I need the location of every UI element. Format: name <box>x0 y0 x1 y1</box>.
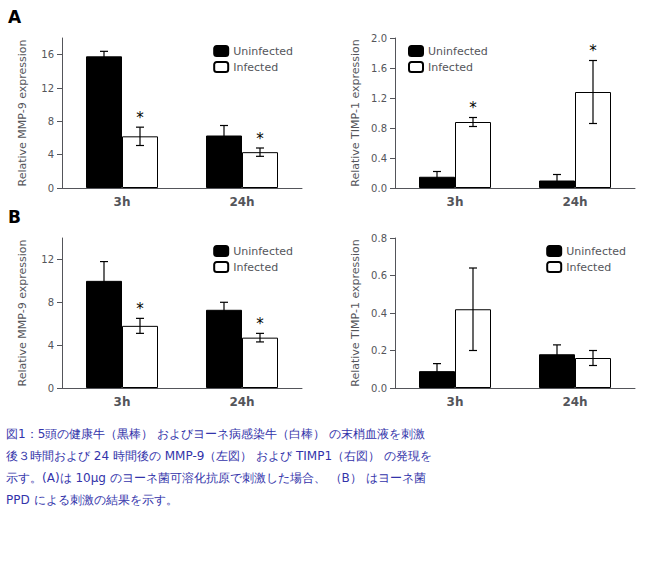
svg-text:0.0: 0.0 <box>371 183 387 194</box>
svg-text:Relative MMP-9 expression: Relative MMP-9 expression <box>16 239 29 386</box>
svg-text:4: 4 <box>48 149 54 160</box>
svg-text:PPD による刺激の結果を示す。: PPD による刺激の結果を示す。 <box>6 493 178 507</box>
svg-text:8: 8 <box>48 297 54 308</box>
svg-text:B: B <box>8 207 21 227</box>
svg-text:4: 4 <box>48 340 54 351</box>
svg-text:0.2: 0.2 <box>371 345 387 356</box>
svg-text:*: * <box>136 300 144 318</box>
svg-text:Uninfected: Uninfected <box>233 45 293 58</box>
svg-text:Infected: Infected <box>233 61 278 74</box>
svg-text:24h: 24h <box>562 195 587 209</box>
svg-text:24h: 24h <box>229 195 254 209</box>
svg-text:0: 0 <box>48 383 54 394</box>
svg-text:図1：5頭の健康牛（黒棒） およびヨーネ病感染牛（白棒） の: 図1：5頭の健康牛（黒棒） およびヨーネ病感染牛（白棒） の末梢血液を刺激 <box>6 427 425 441</box>
svg-text:0.8: 0.8 <box>371 123 387 134</box>
svg-text:0: 0 <box>48 183 54 194</box>
svg-text:Uninfected: Uninfected <box>428 45 488 58</box>
svg-text:3h: 3h <box>114 195 131 209</box>
svg-text:2.0: 2.0 <box>371 33 387 44</box>
svg-text:3h: 3h <box>447 395 464 409</box>
svg-text:0.0: 0.0 <box>371 383 387 394</box>
svg-text:1.2: 1.2 <box>371 93 387 104</box>
svg-text:8: 8 <box>48 116 54 127</box>
svg-text:*: * <box>256 315 264 333</box>
svg-text:*: * <box>136 109 144 127</box>
svg-text:3h: 3h <box>114 395 131 409</box>
svg-text:*: * <box>469 99 477 117</box>
svg-text:Infected: Infected <box>566 261 611 274</box>
svg-text:*: * <box>256 130 264 148</box>
svg-text:Relative MMP-9 expression: Relative MMP-9 expression <box>16 39 29 186</box>
svg-text:Infected: Infected <box>428 61 473 74</box>
svg-text:0.4: 0.4 <box>371 308 387 319</box>
svg-text:0.8: 0.8 <box>371 233 387 244</box>
svg-text:1.6: 1.6 <box>371 63 387 74</box>
svg-text:Infected: Infected <box>233 261 278 274</box>
svg-text:12: 12 <box>41 83 54 94</box>
svg-text:16: 16 <box>41 49 54 60</box>
svg-text:Relative TIMP-1 expression: Relative TIMP-1 expression <box>349 39 362 187</box>
svg-text:0.4: 0.4 <box>371 153 387 164</box>
svg-text:3h: 3h <box>447 195 464 209</box>
svg-text:Relative TIMP-1 expression: Relative TIMP-1 expression <box>349 239 362 387</box>
svg-text:24h: 24h <box>229 395 254 409</box>
svg-text:A: A <box>8 7 22 27</box>
svg-text:12: 12 <box>41 254 54 265</box>
svg-text:24h: 24h <box>562 395 587 409</box>
svg-text:示す。(A)は 10μg のヨーネ菌可溶化抗原で刺激した場合: 示す。(A)は 10μg のヨーネ菌可溶化抗原で刺激した場合、 （B） はヨーネ… <box>6 471 426 485</box>
svg-text:後３時間および 24 時間後の MMP-9（左図） および: 後３時間および 24 時間後の MMP-9（左図） および TIMP1（右図） … <box>6 449 432 463</box>
svg-text:0.6: 0.6 <box>371 270 387 281</box>
svg-text:Uninfected: Uninfected <box>566 245 626 258</box>
svg-text:*: * <box>589 42 597 60</box>
svg-text:Uninfected: Uninfected <box>233 245 293 258</box>
